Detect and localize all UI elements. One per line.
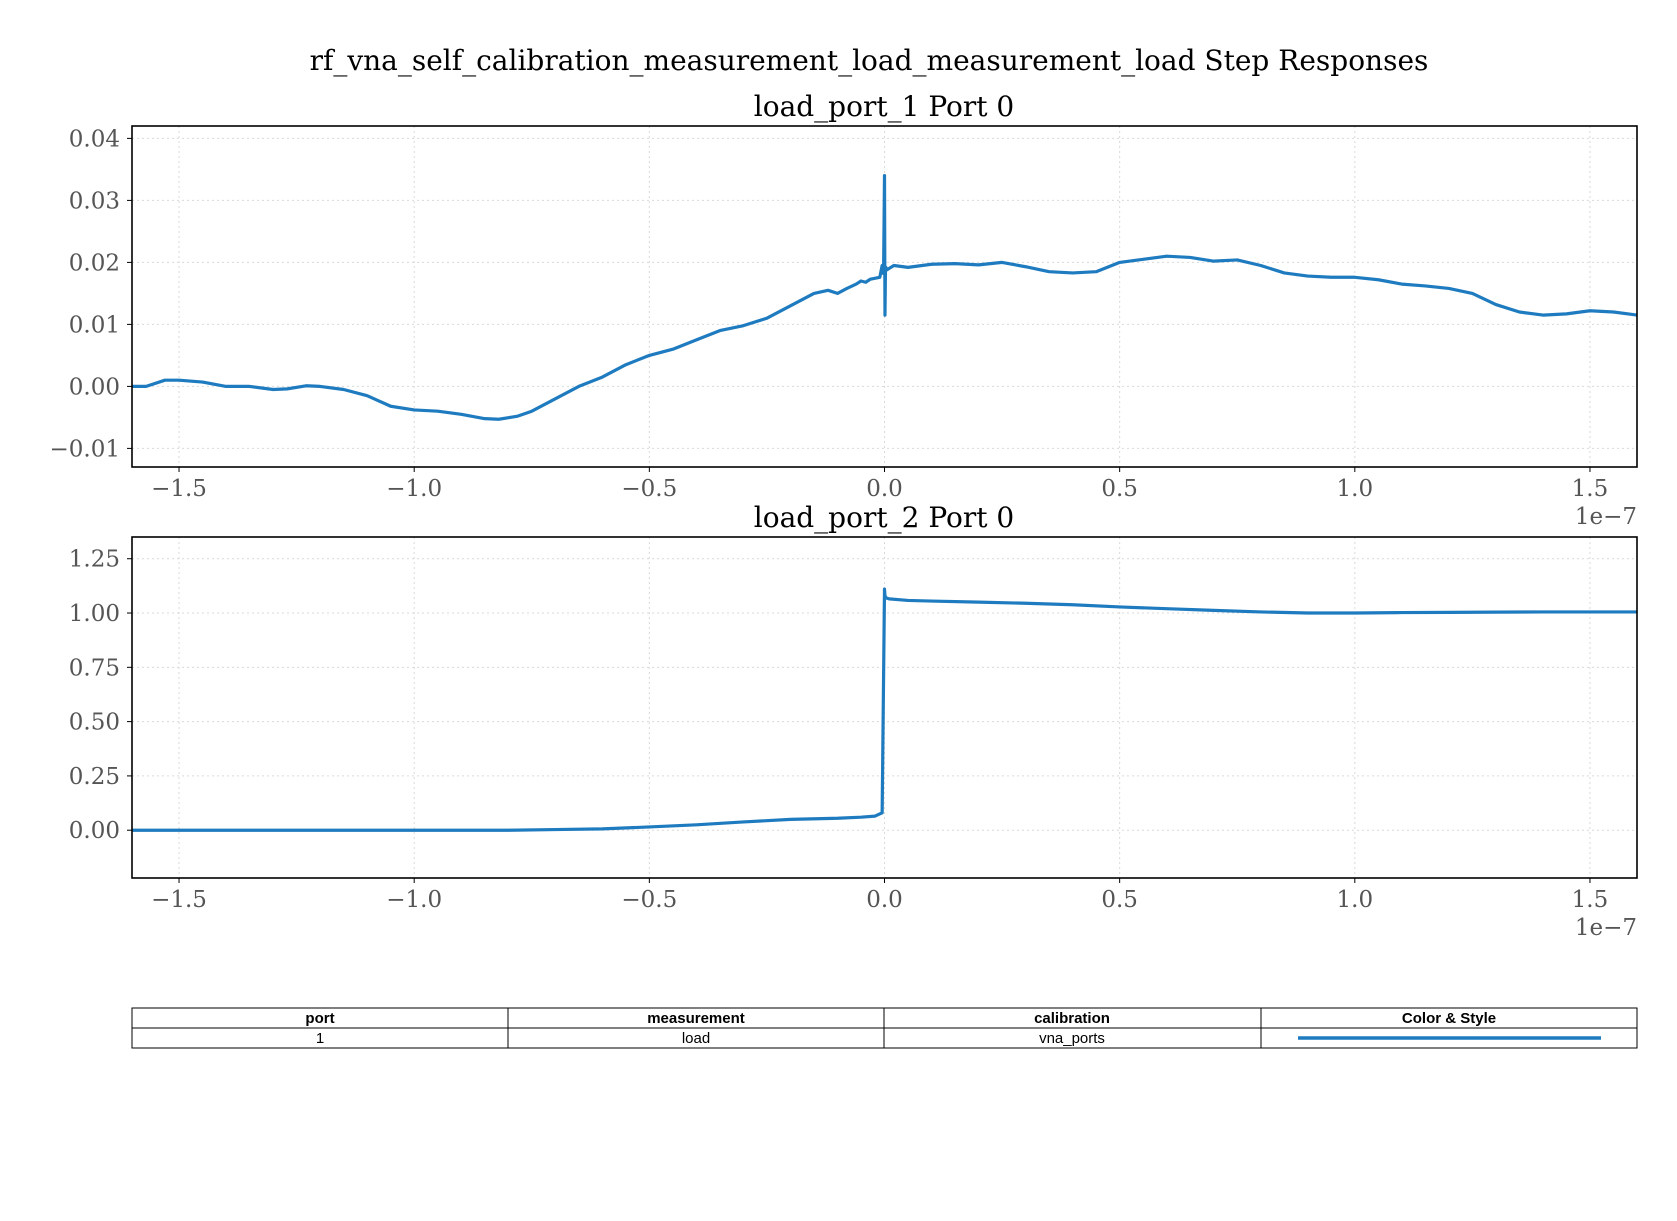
plot-1-title: load_port_1 Port 0 [754,90,1014,123]
plot-2-title: load_port_2 Port 0 [754,501,1014,534]
plot-load-port-1: load_port_1 Port 0 −1.5 −1.0 −0.5 0.0 0.5 1.0… [50,90,1638,530]
y-tick-label: 0.03 [69,188,120,214]
legend-cell-port: 1 [316,1030,324,1047]
x-tick-label: 0.0 [866,887,903,913]
legend-header-calibration: calibration [1034,1010,1110,1027]
x-tick-label: 1.5 [1572,887,1609,913]
legend-table: port measurement calibration Color & Sty… [131,1007,1638,1049]
y-tick-label: 0.75 [69,655,120,681]
plot-2-x-offset-label: 1e−7 [1575,915,1637,941]
y-tick-label: 0.25 [69,764,120,790]
legend-cell-measurement: load [682,1030,710,1047]
x-tick-label: −1.0 [386,476,442,502]
y-tick-label: 0.02 [69,250,120,276]
plot-2-ticks: −1.5 −1.0 −0.5 0.0 0.5 1.0 1.5 0.00 0.25 0.50 0.75… [69,547,1608,913]
x-tick-label: 1.0 [1337,887,1374,913]
legend-header-measurement: measurement [647,1010,745,1027]
x-tick-label: 0.0 [866,476,903,502]
legend-header-port: port [305,1010,334,1027]
series-line [132,587,1637,832]
plot-1-ticks: −1.5 −1.0 −0.5 0.0 0.5 1.0 1.5 −0.01 0.00 0.01 0.0… [50,126,1609,502]
x-tick-label: −0.5 [621,887,677,913]
y-tick-label: 0.00 [69,818,120,844]
x-tick-label: 1.5 [1572,476,1609,502]
plot-load-port-2: load_port_2 Port 0 −1.5 −1.0 −0.5 0.0 0.5 1.0… [69,501,1638,941]
x-tick-label: 1.0 [1337,476,1374,502]
x-tick-label: 0.5 [1101,476,1138,502]
figure-suptitle: rf_vna_self_calibration_measurement_load… [310,44,1429,77]
y-tick-label: 0.50 [69,710,120,736]
y-tick-label: 1.00 [69,601,120,627]
x-tick-label: −1.0 [386,887,442,913]
x-tick-label: −1.5 [151,887,207,913]
y-tick-label: 0.00 [69,374,120,400]
x-tick-label: −0.5 [621,476,677,502]
legend-cell-calibration: vna_ports [1039,1030,1105,1047]
y-tick-label: 0.04 [69,126,120,152]
x-tick-label: −1.5 [151,476,207,502]
y-tick-label: 0.01 [69,312,120,338]
plot-2-series-layer [132,587,1637,832]
y-tick-label: 1.25 [69,547,120,573]
plot-1-x-offset-label: 1e−7 [1575,504,1637,530]
legend-header-color-style: Color & Style [1402,1010,1496,1027]
plot-1-series-layer [132,174,1637,421]
x-tick-label: 0.5 [1101,887,1138,913]
series-line [132,174,1637,421]
y-tick-label: −0.01 [50,436,120,462]
